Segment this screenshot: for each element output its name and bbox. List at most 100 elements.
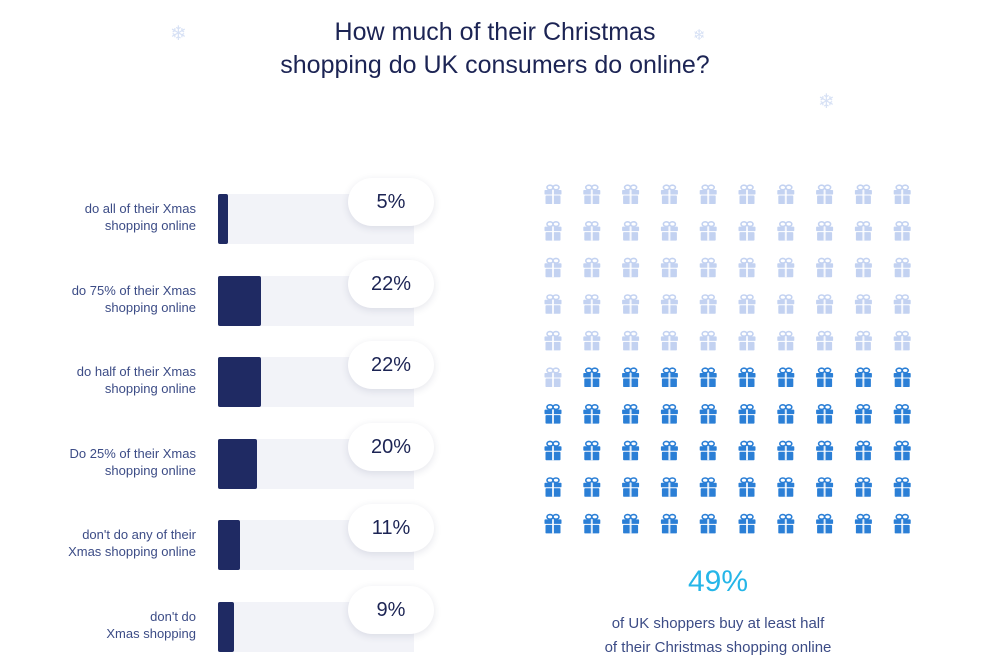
gift-icon-highlighted [622, 404, 640, 424]
bar-category-label-line: Xmas shopping online [68, 544, 196, 559]
gift-icon [738, 330, 756, 351]
gift-icon-highlighted [854, 513, 872, 534]
gift-icon [544, 221, 562, 241]
snowflake-icon: ❄ [818, 91, 835, 113]
gift-icon-highlighted [893, 440, 911, 461]
bar-category-label-line: shopping online [104, 381, 196, 396]
gift-icon-highlighted [738, 367, 756, 387]
gift-icon [738, 221, 756, 241]
gift-icon-highlighted [854, 477, 872, 497]
gift-icon-highlighted [544, 513, 562, 534]
bar-category-label-line: do half of their Xmas [76, 364, 196, 379]
gift-icon [777, 330, 795, 351]
gift-icon [544, 330, 562, 351]
gift-icon [699, 184, 717, 204]
gift-icon-highlighted [816, 440, 834, 461]
gift-icon [777, 221, 795, 241]
gift-icon-highlighted [893, 404, 911, 424]
bar-category-label-line: don't do any of their [82, 527, 196, 542]
gift-icon-highlighted [777, 477, 795, 497]
gift-icon [622, 294, 640, 314]
bar-value-label: 20% [348, 422, 434, 471]
bar-value-label: 11% [348, 504, 434, 552]
gift-icon-highlighted [777, 440, 795, 461]
gift-icon-highlighted [660, 404, 678, 424]
bar-value-label: 5% [348, 178, 434, 226]
chart-title-line-1: How much of their Christmas [334, 18, 656, 46]
highlight-percentage: 49% [687, 565, 749, 598]
gift-icon-highlighted [660, 513, 678, 534]
gift-icon [854, 294, 872, 314]
gift-icon [738, 184, 756, 204]
bar-category-label: do all of their Xmas shopping online [0, 200, 196, 234]
bar-row: do all of their Xmas shopping online 5% [0, 178, 470, 248]
chart-title-line-2: shopping do UK consumers do online? [280, 51, 710, 79]
gift-icon-highlighted [893, 367, 911, 387]
gift-icon [816, 294, 834, 314]
gift-icon [699, 221, 717, 241]
gift-icon [544, 184, 562, 204]
gift-icon [854, 184, 872, 204]
gift-icon [583, 184, 601, 204]
gift-icon [854, 221, 872, 241]
gift-icon-highlighted [544, 440, 562, 461]
bar-category-label-line: Do 25% of their Xmas [69, 445, 196, 461]
gift-icon-highlighted [777, 513, 795, 534]
gift-icon [544, 294, 562, 314]
bar [218, 194, 228, 244]
gift-icon [777, 184, 795, 204]
gift-icon [660, 221, 678, 241]
gift-icon-highlighted [816, 404, 834, 424]
bar-category-label: Do 25% of their Xmas shopping online [0, 445, 196, 479]
bar-category-label: do 75% of their Xmas shopping online [0, 282, 196, 316]
gift-icon-highlighted [777, 404, 795, 424]
gift-icon-highlighted [816, 513, 834, 534]
gift-icon [583, 221, 601, 241]
gift-icon [816, 257, 834, 278]
gift-icon [660, 257, 678, 278]
gift-icon [622, 257, 640, 278]
bar [218, 520, 240, 570]
gift-icon [622, 221, 640, 241]
gift-icon-highlighted [583, 477, 601, 497]
gift-icon [777, 294, 795, 314]
gift-icon-highlighted [816, 477, 834, 497]
chart-title: How much of their Christmas shopping do … [0, 16, 990, 82]
gift-icon-highlighted [544, 404, 562, 424]
snowflake-icon: ❄ [170, 23, 187, 45]
gift-icon-highlighted [699, 367, 717, 387]
gift-icon [583, 257, 601, 278]
bar-row: don't do any of their Xmas shopping onlin… [0, 504, 470, 574]
gift-icon [777, 257, 795, 278]
gift-icon [893, 184, 911, 204]
bar-row: do 75% of their Xmas shopping online 22% [0, 259, 470, 330]
gift-icon-highlighted [893, 513, 911, 534]
gift-icon-highlighted [893, 477, 911, 497]
gift-icon [893, 221, 911, 241]
gift-icon-highlighted [699, 513, 717, 534]
gift-icon-highlighted [660, 477, 678, 497]
bar-category-label-line: do 75% of their Xmas [71, 282, 196, 298]
gift-icon-highlighted [777, 367, 795, 387]
bar-category-label: don't do Xmas shopping [0, 608, 196, 642]
gift-icon-highlighted [816, 367, 834, 387]
gift-icon-highlighted [622, 367, 640, 387]
gift-icon [622, 184, 640, 204]
bar-row: don't do Xmas shopping 9% [0, 585, 470, 656]
gift-icon-highlighted [854, 404, 872, 424]
gift-icon-highlighted [699, 477, 717, 497]
gift-icon [622, 330, 640, 351]
gift-icon-highlighted [854, 367, 872, 387]
bar [218, 357, 262, 407]
gift-icon-highlighted [544, 477, 562, 497]
bar-value-label: 22% [348, 341, 434, 389]
bar [218, 438, 258, 489]
gift-icon [699, 294, 717, 314]
gift-icon-highlighted [583, 440, 601, 461]
gift-icon-highlighted [583, 513, 601, 534]
gift-icon [660, 330, 678, 351]
bar-chart: do all of their Xmas shopping online 5% do … [0, 178, 470, 672]
gift-icon-highlighted [854, 440, 872, 461]
bar-category-label-line: Xmas shopping [106, 625, 196, 641]
gift-icon [583, 330, 601, 351]
